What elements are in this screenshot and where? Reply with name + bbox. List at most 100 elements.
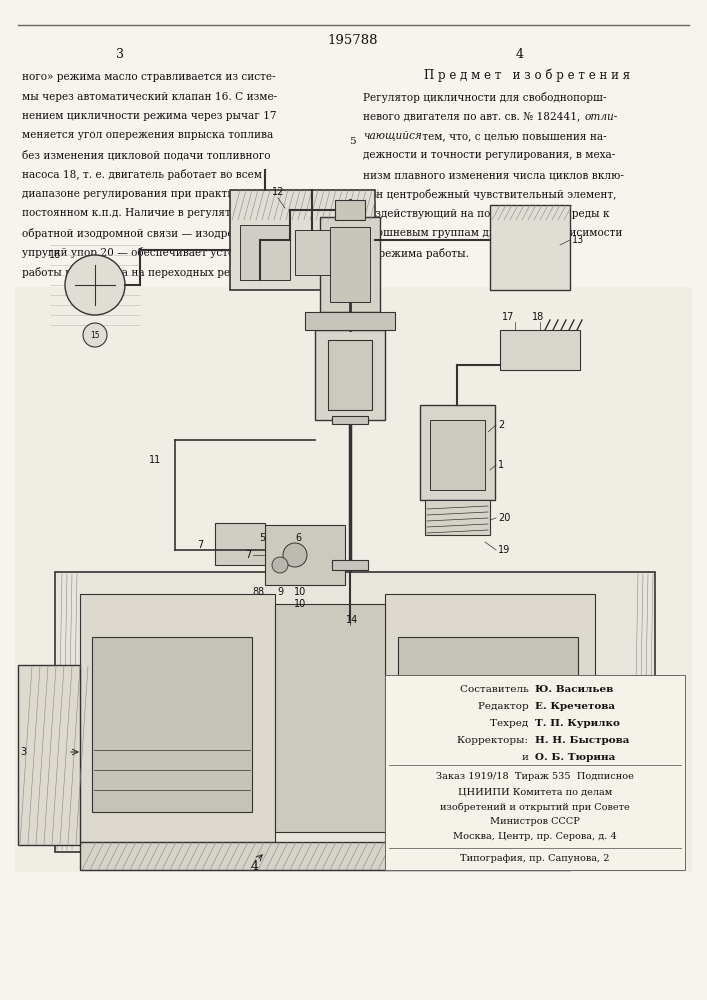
Bar: [315, 330, 385, 420]
Text: поршневым группам двигателя в зависимости: поршневым группам двигателя в зависимост…: [363, 229, 622, 238]
Text: отли-: отли-: [585, 111, 618, 121]
Text: О. Б. Тюрина: О. Б. Тюрина: [535, 753, 615, 762]
Circle shape: [83, 323, 107, 347]
Bar: [420, 405, 495, 500]
Text: от режима работы.: от режима работы.: [363, 248, 469, 259]
Text: 11: 11: [149, 455, 161, 465]
Bar: [332, 560, 368, 570]
Text: Заказ 1919/18  Тираж 535  Подписное: Заказ 1919/18 Тираж 535 Подписное: [436, 772, 634, 781]
Text: 8: 8: [252, 587, 258, 597]
Text: ного» режима масло стравливается из систе-: ного» режима масло стравливается из сист…: [22, 72, 276, 82]
Text: 8: 8: [257, 587, 263, 597]
Text: нением цикличности режима через рычаг 17: нением цикличности режима через рычаг 17: [22, 111, 276, 121]
Text: 7: 7: [197, 540, 203, 550]
Bar: [335, 200, 365, 220]
Bar: [385, 675, 685, 870]
Text: 4: 4: [516, 48, 524, 62]
Bar: [385, 594, 595, 842]
Text: 6: 6: [295, 533, 301, 543]
Text: 14: 14: [346, 615, 358, 625]
Text: 15: 15: [90, 330, 100, 340]
Text: 17: 17: [502, 312, 514, 322]
Text: 2: 2: [498, 420, 504, 430]
Text: Ю. Васильев: Ю. Васильев: [535, 685, 613, 694]
Text: 5: 5: [349, 136, 356, 145]
Circle shape: [65, 255, 125, 315]
Text: Составитель: Составитель: [460, 685, 535, 694]
Bar: [398, 637, 578, 812]
Bar: [320, 217, 380, 312]
Bar: [230, 190, 375, 290]
Bar: [15, 287, 692, 872]
Bar: [430, 420, 485, 490]
Text: Москва, Центр, пр. Серова, д. 4: Москва, Центр, пр. Серова, д. 4: [453, 832, 617, 841]
Text: 9: 9: [277, 587, 283, 597]
Bar: [18, 665, 80, 845]
Text: изобретений и открытий при Совете: изобретений и открытий при Совете: [440, 802, 630, 812]
Text: чен центробежный чувствительный элемент,: чен центробежный чувствительный элемент,: [363, 190, 617, 200]
Text: Корректоры:: Корректоры:: [457, 736, 535, 745]
Bar: [332, 416, 368, 424]
Text: 1: 1: [498, 460, 504, 470]
Text: упругий упор 20 — обеспечивает устойчивость: упругий упор 20 — обеспечивает устойчиво…: [22, 247, 285, 258]
Bar: [240, 225, 290, 280]
Text: тем, что, с целью повышения на-: тем, что, с целью повышения на-: [419, 131, 607, 141]
Text: насоса 18, т. е. двигатель работает во всем: насоса 18, т. е. двигатель работает во в…: [22, 169, 262, 180]
Bar: [265, 525, 345, 585]
Text: диапазоне регулирования при практически: диапазоне регулирования при практически: [22, 189, 267, 199]
Bar: [80, 842, 570, 870]
Text: Редактор: Редактор: [478, 702, 535, 711]
Bar: [55, 572, 655, 852]
Text: 10: 10: [294, 599, 306, 609]
Text: П р е д м е т   и з о б р е т е н и я: П р е д м е т и з о б р е т е н и я: [424, 68, 630, 82]
Text: 3: 3: [20, 747, 26, 757]
Text: низм плавного изменения числа циклов вклю-: низм плавного изменения числа циклов вкл…: [363, 170, 624, 180]
Text: воздействующий на подачу жидкой среды к: воздействующий на подачу жидкой среды к: [363, 209, 609, 219]
Text: 5: 5: [259, 533, 265, 543]
Text: Регулятор цикличности для свободнопорш-: Регулятор цикличности для свободнопорш-: [363, 92, 607, 103]
Text: 13: 13: [572, 235, 584, 245]
Text: Техред: Техред: [490, 719, 535, 728]
Text: Н. Н. Быстрова: Н. Н. Быстрова: [535, 736, 629, 745]
Bar: [215, 523, 265, 565]
Text: 16: 16: [49, 250, 61, 260]
Bar: [275, 604, 385, 832]
Text: мы через автоматический клапан 16. С изме-: мы через автоматический клапан 16. С изм…: [22, 92, 277, 102]
Text: 8: 8: [252, 587, 258, 597]
Circle shape: [272, 557, 288, 573]
Text: Типография, пр. Сапунова, 2: Типография, пр. Сапунова, 2: [460, 854, 609, 863]
Text: ЦНИИПИ Комитета по делам: ЦНИИПИ Комитета по делам: [458, 787, 612, 796]
Text: без изменения цикловой подачи топливного: без изменения цикловой подачи топливного: [22, 150, 271, 161]
Text: 10: 10: [294, 587, 306, 597]
Bar: [500, 330, 580, 370]
Text: 18: 18: [532, 312, 544, 322]
Text: Т. П. Курилко: Т. П. Курилко: [535, 719, 620, 728]
Text: 195788: 195788: [328, 33, 378, 46]
Text: 3: 3: [116, 48, 124, 62]
Text: 19: 19: [498, 545, 510, 555]
Bar: [80, 594, 275, 842]
Text: невого двигателя по авт. св. № 182441,: невого двигателя по авт. св. № 182441,: [363, 111, 583, 121]
Bar: [305, 312, 395, 330]
Text: работы регулятора на переходных режимах.: работы регулятора на переходных режимах.: [22, 267, 271, 278]
Bar: [92, 637, 252, 812]
Text: 20: 20: [498, 513, 510, 523]
Text: 12: 12: [271, 187, 284, 197]
Text: 10: 10: [346, 234, 358, 243]
Text: 7: 7: [245, 550, 251, 560]
Text: чающийся: чающийся: [363, 131, 422, 141]
Bar: [328, 340, 372, 410]
Text: постоянном к.п.д. Наличие в регуляторе: постоянном к.п.д. Наличие в регуляторе: [22, 209, 250, 219]
Text: меняется угол опережения впрыска топлива: меняется угол опережения впрыска топлива: [22, 130, 273, 140]
Bar: [490, 205, 570, 290]
Circle shape: [283, 543, 307, 567]
Bar: [295, 230, 330, 275]
Text: Министров СССР: Министров СССР: [490, 817, 580, 826]
Text: обратной изодромной связи — изодром 19,: обратной изодромной связи — изодром 19,: [22, 228, 262, 239]
Text: 4: 4: [251, 860, 259, 874]
Text: Е. Кречетова: Е. Кречетова: [535, 702, 615, 711]
Bar: [425, 500, 490, 535]
Bar: [330, 227, 370, 302]
Text: дежности и точности регулирования, в меха-: дежности и точности регулирования, в мех…: [363, 150, 615, 160]
Text: и: и: [522, 753, 535, 762]
